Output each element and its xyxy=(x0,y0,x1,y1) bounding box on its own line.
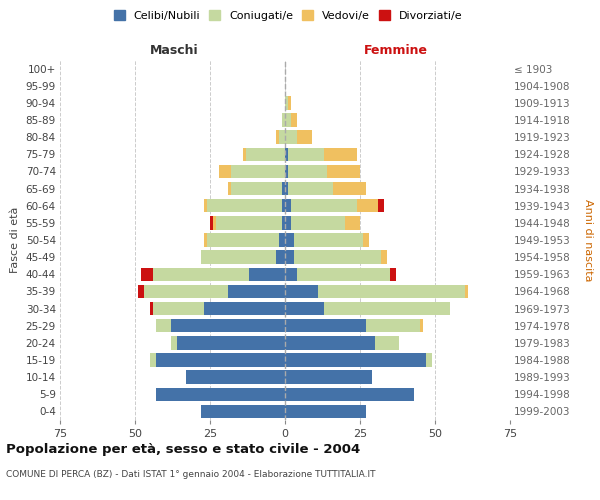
Bar xyxy=(141,268,153,281)
Bar xyxy=(207,234,279,246)
Bar xyxy=(201,250,276,264)
Bar xyxy=(291,199,357,212)
Bar xyxy=(345,216,360,230)
Bar xyxy=(294,250,381,264)
Bar xyxy=(318,284,465,298)
Bar xyxy=(285,388,414,401)
Bar xyxy=(285,370,372,384)
Text: Femmine: Femmine xyxy=(364,44,428,57)
Bar xyxy=(282,114,285,126)
Bar xyxy=(285,216,291,230)
Bar xyxy=(228,284,285,298)
Y-axis label: Anni di nascita: Anni di nascita xyxy=(583,198,593,281)
Bar xyxy=(156,388,285,401)
Bar xyxy=(366,319,420,332)
Bar xyxy=(381,250,387,264)
Bar xyxy=(231,182,282,196)
Bar xyxy=(285,404,366,418)
Bar xyxy=(231,164,285,178)
Bar xyxy=(285,268,297,281)
Bar xyxy=(228,182,231,196)
Bar xyxy=(186,370,285,384)
Bar xyxy=(153,268,249,281)
Bar xyxy=(279,234,285,246)
Bar xyxy=(285,114,291,126)
Bar xyxy=(285,164,288,178)
Bar xyxy=(288,96,291,110)
Bar xyxy=(324,148,357,161)
Bar xyxy=(243,148,246,161)
Bar xyxy=(150,302,153,316)
Bar xyxy=(276,250,285,264)
Legend: Celibi/Nubili, Coniugati/e, Vedovi/e, Divorziati/e: Celibi/Nubili, Coniugati/e, Vedovi/e, Di… xyxy=(112,8,464,23)
Bar xyxy=(390,268,396,281)
Bar xyxy=(249,268,285,281)
Bar xyxy=(324,302,450,316)
Bar xyxy=(216,216,282,230)
Text: Popolazione per età, sesso e stato civile - 2004: Popolazione per età, sesso e stato civil… xyxy=(6,442,360,456)
Bar xyxy=(327,164,360,178)
Bar xyxy=(291,216,345,230)
Text: COMUNE DI PERCA (BZ) - Dati ISTAT 1° gennaio 2004 - Elaborazione TUTTITALIA.IT: COMUNE DI PERCA (BZ) - Dati ISTAT 1° gen… xyxy=(6,470,376,479)
Bar xyxy=(285,302,324,316)
Bar xyxy=(288,148,324,161)
Bar xyxy=(144,284,228,298)
Bar xyxy=(210,216,213,230)
Bar xyxy=(285,319,366,332)
Bar xyxy=(171,319,285,332)
Bar xyxy=(420,319,423,332)
Bar xyxy=(285,234,294,246)
Bar xyxy=(285,250,294,264)
Bar xyxy=(291,114,297,126)
Bar xyxy=(204,234,207,246)
Bar xyxy=(375,336,399,349)
Bar xyxy=(363,234,369,246)
Bar xyxy=(279,130,285,144)
Bar xyxy=(276,130,279,144)
Bar xyxy=(213,216,216,230)
Bar xyxy=(285,354,426,366)
Bar xyxy=(138,284,144,298)
Bar xyxy=(285,336,375,349)
Bar xyxy=(333,182,366,196)
Bar xyxy=(285,199,291,212)
Bar xyxy=(288,164,327,178)
Bar xyxy=(156,354,285,366)
Bar xyxy=(285,284,318,298)
Bar xyxy=(156,319,171,332)
Bar xyxy=(297,130,312,144)
Bar xyxy=(204,199,207,212)
Text: Maschi: Maschi xyxy=(149,44,199,57)
Bar xyxy=(282,216,285,230)
Bar xyxy=(246,148,285,161)
Bar xyxy=(204,302,285,316)
Bar xyxy=(285,182,288,196)
Bar xyxy=(285,130,297,144)
Bar xyxy=(297,268,390,281)
Bar xyxy=(282,199,285,212)
Bar xyxy=(357,199,378,212)
Bar xyxy=(177,336,285,349)
Bar xyxy=(426,354,432,366)
Bar xyxy=(282,182,285,196)
Bar xyxy=(153,302,204,316)
Y-axis label: Fasce di età: Fasce di età xyxy=(10,207,20,273)
Bar xyxy=(378,199,384,212)
Bar xyxy=(288,182,333,196)
Bar xyxy=(285,96,288,110)
Bar xyxy=(201,404,285,418)
Bar xyxy=(171,336,177,349)
Bar xyxy=(207,199,282,212)
Bar xyxy=(219,164,231,178)
Bar xyxy=(294,234,363,246)
Bar xyxy=(150,354,156,366)
Bar xyxy=(465,284,468,298)
Bar xyxy=(285,148,288,161)
